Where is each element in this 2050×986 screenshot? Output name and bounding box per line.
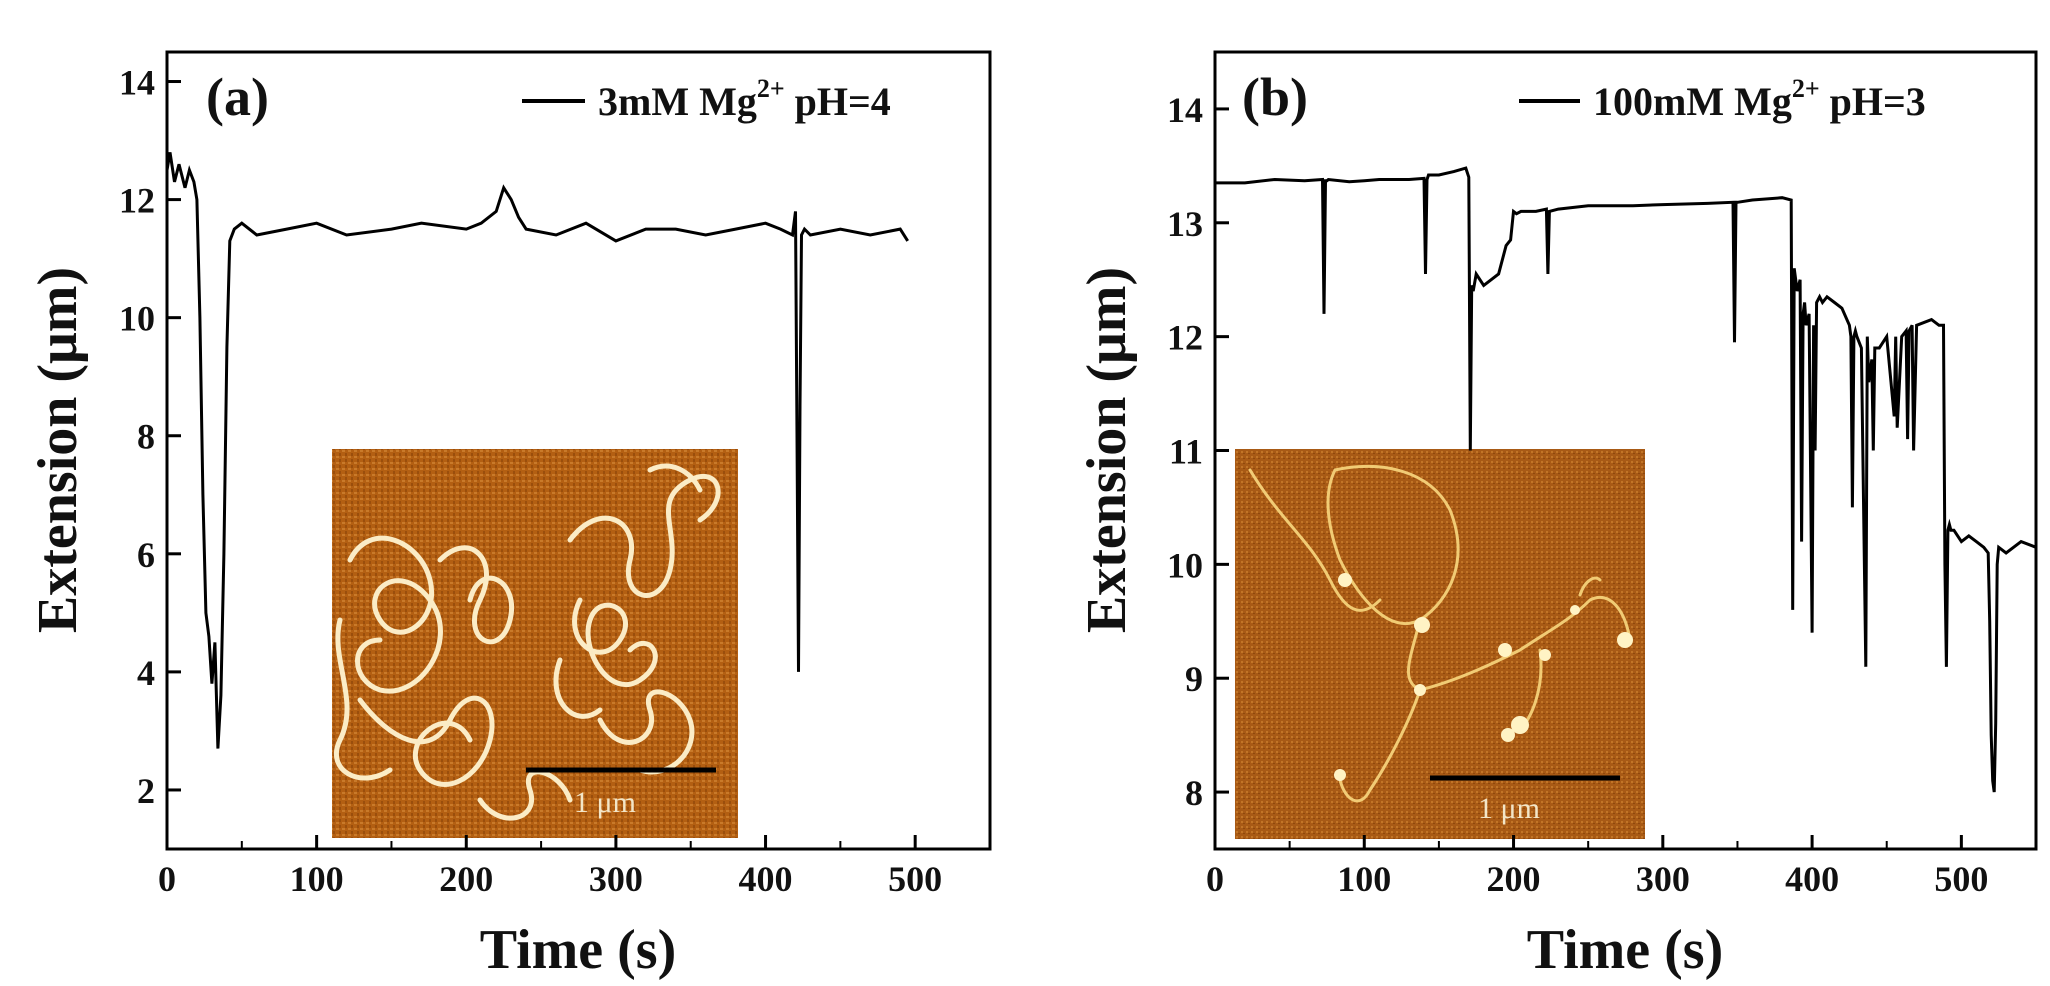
panel-a-series-line xyxy=(165,152,909,749)
panel-b-xtick-label: 100 xyxy=(1337,859,1391,899)
panel-a-ytick-label: 2 xyxy=(137,771,155,811)
panel-b-legend-tail: pH=3 xyxy=(1820,79,1926,124)
panel-b-legend-main: 100mM Mg xyxy=(1593,79,1792,124)
panel-a-legend-tail: pH=4 xyxy=(785,79,891,124)
panel-b-xlabel: Time (s) xyxy=(1527,919,1724,981)
panel-b-ytick-label: 12 xyxy=(1167,318,1203,358)
panel-a-ytick-label: 14 xyxy=(119,63,155,103)
panel-a-legend-main: 3mM Mg xyxy=(598,79,757,124)
panel-a: 1 μm 0 100 200 300 400 500 2 4 6 8 10 12 14 (a) 3mM … xyxy=(27,50,992,981)
panel-b-xtick-label: 200 xyxy=(1487,859,1541,899)
panel-a-ytick-label: 12 xyxy=(119,181,155,221)
panel-a-xtick-label: 200 xyxy=(439,859,493,899)
panel-b-ytick-label: 13 xyxy=(1167,204,1203,244)
panel-b-xtick-label: 400 xyxy=(1785,859,1839,899)
panel-b-xtick-label: 0 xyxy=(1206,859,1224,899)
panel-b-ytick-label: 14 xyxy=(1167,90,1203,130)
svg-text:100mM Mg2+ pH=3: 100mM Mg2+ pH=3 xyxy=(1593,74,1926,124)
panel-a-xtick-label: 500 xyxy=(888,859,942,899)
panel-b-label: (b) xyxy=(1242,67,1308,127)
panel-b-ytick-label: 9 xyxy=(1185,659,1203,699)
panel-a-scale-label: 1 μm xyxy=(574,786,636,819)
panel-a-afm-inset: 1 μm xyxy=(332,449,738,838)
panel-b-ytick-label: 10 xyxy=(1167,545,1203,585)
panel-a-xlabel: Time (s) xyxy=(480,919,677,981)
panel-b: 1 μm 0 100 200 300 400 500 8 9 10 11 12 13 14 (b) 10… xyxy=(1076,50,2038,981)
panel-a-ytick-label: 8 xyxy=(137,417,155,457)
panel-a-ytick-label: 10 xyxy=(119,299,155,339)
panel-a-axes-frame xyxy=(165,50,992,851)
panel-b-xtick-label: 300 xyxy=(1636,859,1690,899)
panel-b-series-line xyxy=(1215,166,2037,793)
panel-a-legend-sup: 2+ xyxy=(757,74,785,103)
panel-a-xtick-label: 300 xyxy=(589,859,643,899)
panel-b-legend-sup: 2+ xyxy=(1792,74,1820,103)
panel-b-scale-label: 1 μm xyxy=(1478,792,1540,825)
svg-text:3mM Mg2+ pH=4: 3mM Mg2+ pH=4 xyxy=(598,74,891,124)
panel-b-ytick-label: 11 xyxy=(1169,432,1203,472)
panel-b-xtick-label: 500 xyxy=(1934,859,1988,899)
panel-b-legend: 100mM Mg2+ pH=3 xyxy=(1519,74,1926,124)
panel-a-ytick-label: 4 xyxy=(137,653,155,693)
panel-a-label: (a) xyxy=(206,67,269,127)
panel-a-xtick-label: 0 xyxy=(158,859,176,899)
panel-a-xtick-label: 100 xyxy=(290,859,344,899)
panel-a-xtick-label: 400 xyxy=(739,859,793,899)
panel-b-afm-inset: 1 μm xyxy=(1235,449,1645,839)
panel-a-ytick-label: 6 xyxy=(137,535,155,575)
panel-a-legend: 3mM Mg2+ pH=4 xyxy=(522,74,891,124)
panel-a-ylabel: Extension (μm) xyxy=(27,267,89,633)
panel-b-ylabel: Extension (μm) xyxy=(1076,267,1138,633)
panel-b-ytick-label: 8 xyxy=(1185,773,1203,813)
